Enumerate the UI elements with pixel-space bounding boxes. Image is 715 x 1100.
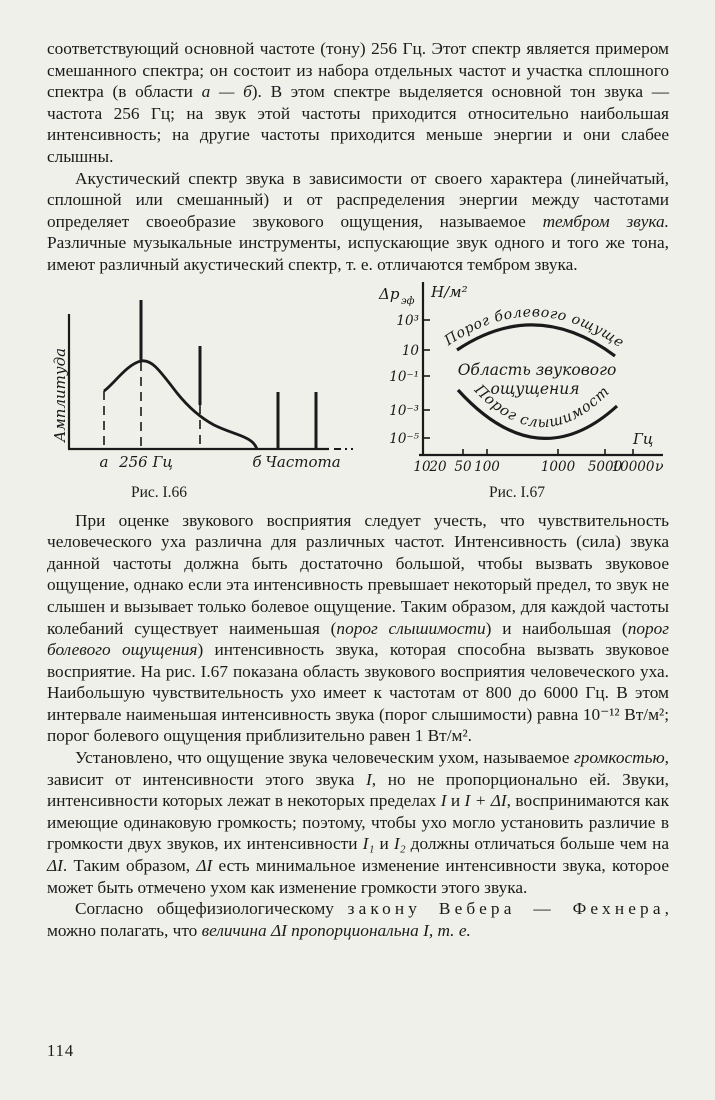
text-run: , зависит от интенсивности этого звука [47, 748, 669, 789]
fig67-x-tick-label: 50 [454, 459, 472, 475]
fig67-x-axis-nu-label: ν [655, 459, 664, 475]
fig66-envelope-curve [103, 359, 259, 450]
fig67-y-tick-label: 10⁻⁵ [389, 431, 419, 447]
italic-run: ΔI [47, 856, 63, 876]
fig67-x-tick-label: 1000 [541, 459, 576, 475]
text-run: Различные музыкальные инструменты, испус… [47, 233, 669, 274]
fig67-x-tick-label: 20 [428, 459, 447, 475]
italic-run: громкостью [574, 748, 665, 768]
paragraph-3: При оценке звукового восприятия следует … [47, 510, 669, 748]
fig66-x-axis-label: Частота [265, 453, 340, 471]
text-run: Согласно общефизиологическому [75, 899, 348, 919]
paragraph-4: Установлено, что ощущение звука человече… [47, 747, 669, 898]
figure-1-66-caption: Рис. I.66 [130, 483, 188, 501]
fig67-y-axis-label: Δp [378, 285, 400, 303]
paragraph-2: Акустический спектр звука в зависимости … [47, 168, 669, 276]
fig67-x-tick-label: 10000 [612, 459, 655, 475]
figures-row: Амплитуда а 256 Гц б Частота [47, 278, 669, 501]
fig67-y-axis-label-subscript: эф [401, 296, 415, 307]
fig67-y-axis-units: Н/м² [430, 283, 468, 301]
text-run: . Таким образом, [62, 856, 197, 876]
fig67-y-tick-label: 10⁻³ [389, 403, 419, 419]
italic-run: I₁ [362, 834, 375, 854]
italic-run: I + ΔI [464, 791, 507, 811]
document-page: соответствующий основной частоте (тону) … [47, 38, 669, 941]
text-run: Установлено, что ощущение звука человече… [75, 748, 574, 768]
fig67-pain-threshold-curve [456, 322, 616, 357]
fig66-y-axis-label: Амплитуда [51, 347, 69, 442]
fig67-hearing-threshold-curve [456, 388, 619, 440]
fig67-y-tick-label: 10⁻¹ [389, 369, 419, 385]
text-run: ) и наибольшая ( [485, 618, 628, 638]
text-run: , можно полагать, что [47, 899, 669, 940]
italic-run: I₂ [393, 834, 406, 854]
text-run: соответствующий основной частоте (тону) … [47, 39, 669, 102]
text-run: есть минимальное изменение интенсивности… [47, 856, 670, 897]
letterspaced-run: закону Вебера — Фехнера [347, 899, 665, 919]
figure-1-66-spectrum-plot: Амплитуда а 256 Гц б Частота [51, 299, 353, 471]
fig67-region-label-line2: ощущения [491, 380, 580, 398]
italic-run: величина ΔI пропорциональна I, т. е. [201, 920, 471, 940]
fig67-y-tick-label: 10 [402, 343, 420, 359]
fig67-x-tick-label: 100 [474, 459, 500, 475]
italic-run: I [366, 769, 372, 789]
fig66-tick-b: б [252, 453, 262, 471]
figure-1-67-hearing-region-plot: Δp эф Н/м² 10³ 10 10⁻¹ 10⁻³ 10⁻⁵ 10 20 5… [375, 278, 664, 475]
paragraph-1: соответствующий основной частоте (тону) … [47, 38, 669, 168]
text-run: При оценке звукового восприятия следует … [47, 510, 669, 638]
fig67-x-tick-label: 10 [413, 459, 431, 475]
text-run: ) интенсивность звука, которая способна … [47, 640, 669, 746]
text-run: Акустический спектр звука в зависимости … [47, 168, 669, 231]
italic-run: I [440, 791, 447, 811]
italic-run: тембром звука. [542, 211, 669, 231]
fig66-tick-256: 256 Гц [118, 453, 173, 471]
text-run: должны отличаться больше чем на [405, 834, 669, 854]
text-run: и [374, 834, 394, 854]
fig66-tick-a: а [100, 453, 109, 471]
text-run: , но не пропорционально ей. Звуки, интен… [47, 769, 669, 811]
fig67-y-tick-label: 10³ [396, 313, 419, 329]
text-run: и [446, 791, 465, 811]
italic-run: порог болевого ощущения [47, 618, 669, 660]
figure-1-67-caption: Рис. I.67 [488, 483, 546, 501]
italic-run: ΔI [196, 856, 213, 876]
text-run: , воспринимаются как имеющие одинаковую … [47, 791, 669, 854]
paragraph-5: Согласно общефизиологическому закону Веб… [47, 898, 669, 941]
italic-run: порог слышимости [336, 618, 486, 638]
fig67-x-tick-label: 5000 [588, 459, 623, 475]
fig67-region-label-line1: Область звукового [458, 361, 617, 379]
page-number: 114 [47, 1041, 75, 1060]
fig67-x-axis-hz-label: Гц [632, 430, 653, 448]
italic-run: а — б [201, 82, 252, 102]
text-run: ). В этом спектре выделяется основной то… [47, 82, 669, 166]
